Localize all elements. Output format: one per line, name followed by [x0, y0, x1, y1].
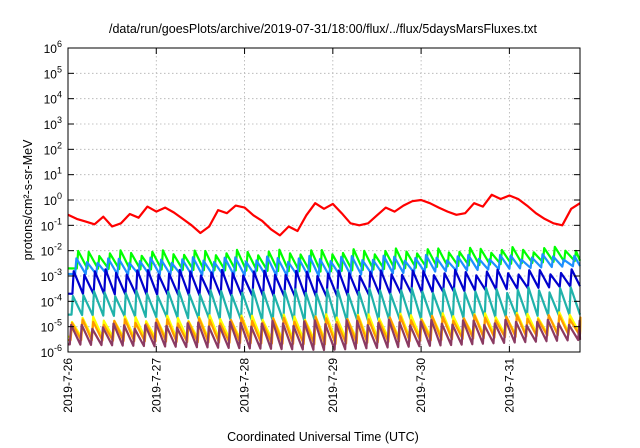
- x-tick-label: 2019-7-26: [61, 358, 75, 413]
- y-tick-labels: 10-6 10-5 10-4 10-3 10-2 10-1 100 101 102 103 104 1…: [41, 39, 62, 360]
- plot-area: [67, 193, 582, 352]
- y-tick-label: 10-4: [41, 292, 62, 309]
- x-tick-label: 2019-7-29: [326, 358, 340, 413]
- y-tick-label: 106: [44, 39, 62, 56]
- y-tick-label: 10-5: [41, 318, 62, 335]
- series-line: [68, 318, 582, 352]
- y-axis-label: protons/cm²-s-sr-MeV: [21, 139, 35, 261]
- y-tick-label: 10-6: [41, 343, 62, 360]
- chart-title: /data/run/goesPlots/archive/2019-07-31/1…: [109, 22, 538, 36]
- series-line: [67, 268, 581, 298]
- y-tick-label: 104: [44, 90, 62, 107]
- x-tick-label: 2019-7-27: [149, 358, 163, 413]
- x-tick-label: 2019-7-28: [238, 358, 252, 413]
- series-line: [67, 193, 581, 237]
- y-tick-label: 100: [44, 191, 62, 208]
- y-tick-label: 10-3: [41, 267, 62, 284]
- y-tick-label: 10-2: [41, 242, 62, 259]
- y-tick-label: 105: [44, 64, 62, 81]
- series-line: [68, 253, 581, 278]
- y-tick-label: 103: [44, 115, 62, 132]
- y-tick-label: 102: [44, 140, 62, 157]
- x-tick-label: 2019-7-31: [502, 358, 516, 413]
- tick-marks: [67, 47, 580, 353]
- x-tick-labels: 2019-7-26 2019-7-27 2019-7-28 2019-7-29 2019…: [61, 358, 516, 413]
- y-tick-label: 101: [44, 166, 62, 183]
- x-axis-label: Coordinated Universal Time (UTC): [227, 430, 419, 444]
- y-tick-label: 10-1: [41, 216, 62, 233]
- series-line: [67, 286, 582, 324]
- x-tick-label: 2019-7-30: [414, 358, 428, 413]
